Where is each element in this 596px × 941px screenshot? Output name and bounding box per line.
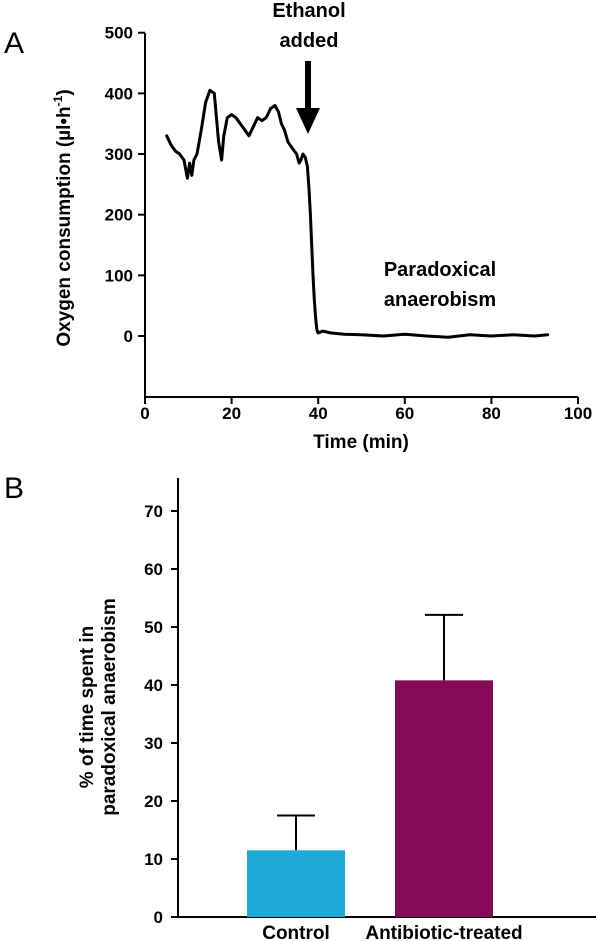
panel-a-series [165,88,550,339]
panel-b-chart: 0 10 20 30 40 50 60 70 Control Antibiotic-treate… [77,478,596,941]
panel-a-x-tick-label: 100 [564,404,592,423]
panel-a-x-tick-label: 0 [140,404,149,423]
panel-a-letter: A [4,27,24,60]
panel-b-y-tick-label: 40 [144,676,163,695]
panel-b-y-tick-label: 0 [154,908,163,927]
category-label: Antibiotic-treated [365,923,522,941]
oxygen-consumption-line [165,88,550,339]
bar-control [247,850,345,917]
panel-a-x-tick-label: 20 [222,404,241,423]
panel-b-letter: B [4,472,24,505]
panel-b-y-label-line1: % of time spent in [77,626,98,789]
panel-a-x-label: Time (min) [313,432,409,453]
panel-b-y-tick-label: 10 [144,850,163,869]
panel-a-x-tick-label: 40 [309,404,328,423]
panel-a-y-tick-label: 200 [105,206,133,225]
panel-a-y-label-main: Oxygen consumption (µl•h [54,106,75,346]
panel-b-y-tick-label: 30 [144,734,163,753]
panel-a-x-ticks: 0 20 40 60 80 100 [140,397,592,423]
panel-a-y-tick-label: 100 [105,266,133,285]
ethanol-label-line1: Ethanol [272,0,345,22]
panel-b-bars [247,613,493,917]
panel-b-y-tick-label: 20 [144,792,163,811]
category-label: Control [262,923,330,941]
panel-a-x-tick-label: 80 [482,404,501,423]
panel-a-chart: 0 100 200 300 400 500 0 20 40 60 80 100 Time (min)… [51,0,592,453]
paradoxical-label-line2: anaerobism [384,289,496,311]
panel-a-y-tick-label: 400 [105,84,133,103]
panel-a-y-label-superscript: -1 [51,95,65,106]
panel-a-y-label: Oxygen consumption (µl•h-1) [51,89,75,346]
ethanol-label-line2: added [280,30,339,52]
panel-a-x-tick-label: 60 [395,404,414,423]
panel-b-y-tick-label: 60 [144,560,163,579]
bar-antibiotic-treated [395,680,493,917]
panel-a-y-tick-label: 0 [124,327,133,346]
paradoxical-label-line1: Paradoxical [384,259,496,281]
panel-a-y-ticks: 0 100 200 300 400 500 [105,24,145,346]
panel-b-category-labels: Control Antibiotic-treated [262,923,522,941]
panel-b-y-tick-label: 50 [144,618,163,637]
panel-b-y-tick-label: 70 [144,502,163,521]
panel-b-y-ticks: 0 10 20 30 40 50 60 70 [144,502,178,927]
panel-b-y-label: % of time spent in paradoxical anaerobis… [77,598,120,816]
panel-a-y-tick-label: 500 [105,24,133,43]
panel-a-y-tick-label: 300 [105,145,133,164]
ethanol-arrow [296,61,320,134]
panel-b-y-label-line2: paradoxical anaerobism [99,598,120,816]
panel-a-y-label-close: ) [54,89,75,95]
